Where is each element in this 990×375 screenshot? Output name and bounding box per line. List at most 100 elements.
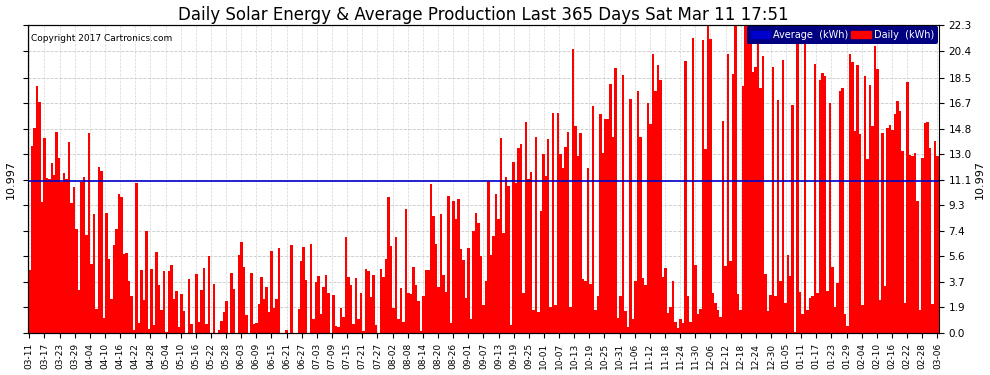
Bar: [417, 301, 420, 333]
Bar: [382, 277, 385, 333]
Bar: [357, 319, 360, 333]
Bar: [572, 49, 574, 333]
Bar: [407, 293, 410, 333]
Bar: [95, 309, 98, 333]
Bar: [744, 25, 746, 333]
Bar: [178, 327, 180, 333]
Bar: [362, 332, 365, 333]
Bar: [507, 186, 510, 333]
Bar: [50, 163, 53, 333]
Bar: [360, 293, 362, 333]
Bar: [702, 40, 704, 333]
Bar: [889, 125, 891, 333]
Bar: [73, 187, 75, 333]
Bar: [338, 327, 340, 333]
Bar: [155, 252, 157, 333]
Bar: [165, 332, 167, 333]
Bar: [559, 154, 562, 333]
Bar: [380, 269, 382, 333]
Bar: [85, 234, 88, 333]
Bar: [714, 303, 717, 333]
Bar: [807, 310, 809, 333]
Bar: [173, 299, 175, 333]
Bar: [532, 310, 535, 333]
Legend: Average  (kWh), Daily  (kWh): Average (kWh), Daily (kWh): [746, 26, 938, 44]
Bar: [405, 210, 407, 333]
Bar: [203, 268, 205, 333]
Bar: [599, 114, 602, 333]
Bar: [462, 260, 464, 333]
Bar: [435, 244, 438, 333]
Bar: [108, 259, 111, 333]
Bar: [557, 112, 559, 333]
Bar: [642, 278, 644, 333]
Bar: [90, 264, 93, 333]
Bar: [505, 177, 507, 333]
Bar: [894, 114, 896, 333]
Bar: [370, 297, 372, 333]
Bar: [55, 132, 58, 333]
Bar: [208, 256, 210, 333]
Bar: [899, 111, 901, 333]
Bar: [649, 124, 651, 333]
Bar: [644, 285, 646, 333]
Bar: [325, 275, 328, 333]
Bar: [305, 280, 308, 333]
Bar: [83, 177, 85, 333]
Bar: [290, 245, 292, 333]
Bar: [474, 213, 477, 333]
Bar: [597, 296, 599, 333]
Bar: [118, 194, 121, 333]
Bar: [472, 231, 474, 333]
Bar: [602, 153, 604, 333]
Bar: [937, 156, 939, 333]
Bar: [223, 312, 225, 333]
Bar: [492, 236, 495, 333]
Bar: [659, 80, 661, 333]
Bar: [871, 126, 874, 333]
Bar: [761, 57, 764, 333]
Bar: [60, 182, 63, 333]
Bar: [43, 138, 46, 333]
Bar: [856, 65, 859, 333]
Bar: [779, 281, 781, 333]
Bar: [347, 276, 349, 333]
Bar: [919, 310, 922, 333]
Bar: [126, 253, 128, 333]
Bar: [732, 74, 735, 333]
Bar: [911, 156, 914, 333]
Bar: [31, 146, 33, 333]
Bar: [869, 84, 871, 333]
Bar: [722, 121, 724, 333]
Bar: [592, 106, 594, 333]
Bar: [729, 261, 732, 333]
Bar: [497, 219, 500, 333]
Bar: [694, 265, 697, 333]
Bar: [38, 102, 41, 333]
Bar: [320, 314, 323, 333]
Bar: [272, 308, 275, 333]
Bar: [846, 326, 848, 333]
Bar: [440, 214, 443, 333]
Bar: [682, 323, 684, 333]
Bar: [819, 80, 822, 333]
Bar: [385, 260, 387, 333]
Bar: [252, 324, 255, 333]
Bar: [549, 307, 552, 333]
Bar: [387, 198, 390, 333]
Bar: [864, 76, 866, 333]
Bar: [218, 330, 220, 333]
Bar: [128, 281, 131, 333]
Bar: [255, 323, 257, 333]
Bar: [365, 269, 367, 333]
Bar: [323, 286, 325, 333]
Bar: [267, 312, 270, 333]
Bar: [220, 321, 223, 333]
Bar: [310, 244, 313, 333]
Bar: [709, 39, 712, 333]
Bar: [303, 247, 305, 333]
Bar: [146, 231, 148, 333]
Bar: [632, 319, 635, 333]
Bar: [604, 119, 607, 333]
Bar: [814, 64, 817, 333]
